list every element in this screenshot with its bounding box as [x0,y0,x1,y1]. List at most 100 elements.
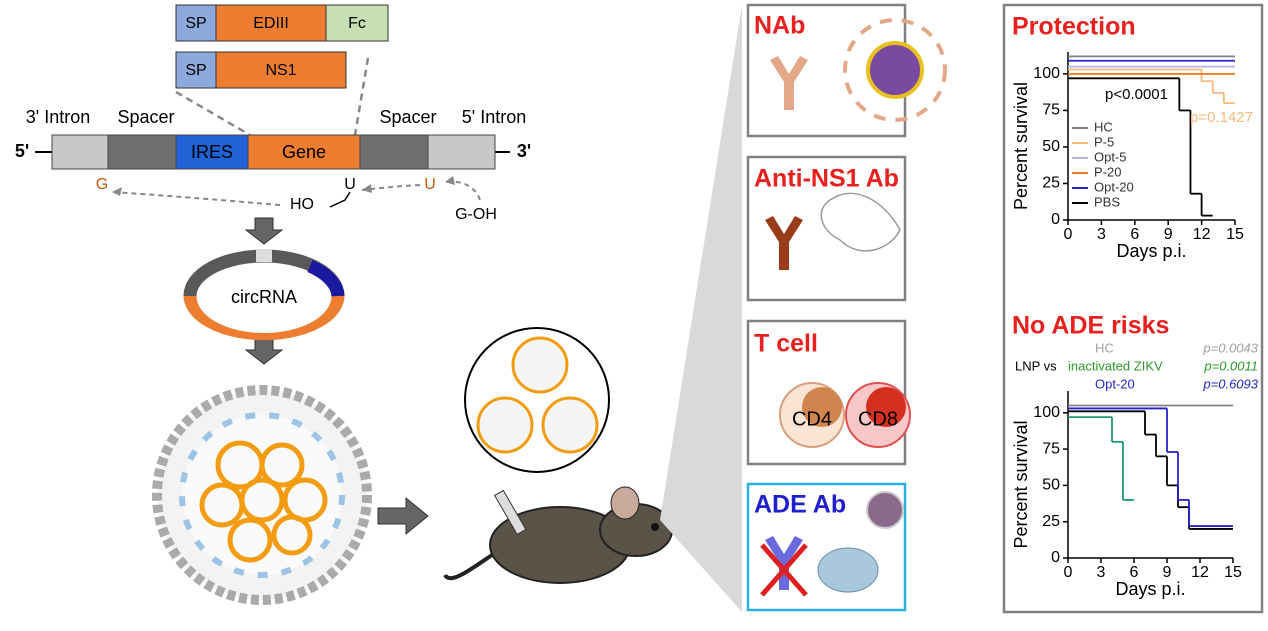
ediii-box [215,4,327,42]
legend-label: P-5 [1094,134,1114,149]
segment-label: SP [185,15,206,32]
legend-label: PBS [1094,194,1120,209]
y-tick-label: 75 [1042,440,1060,457]
chart-title: No ADE risks [1012,312,1169,340]
legend-label: P-20 [1094,164,1121,179]
arrowhead [362,184,372,193]
y-tick-label: 50 [1042,477,1060,494]
x-tick-label: 6 [1130,564,1139,581]
x-tick-label: 9 [1163,564,1172,581]
attack-arrow [111,191,281,206]
reference-label: LNP vs [1015,358,1057,373]
y-tick-label: 50 [1042,138,1060,155]
gene [247,134,361,170]
x-axis-label: Days p.i. [1115,579,1185,599]
panel-title: NAb [754,12,805,40]
circ-label: circRNA [231,287,297,307]
neutralized-virus [843,18,947,122]
arrowhead [445,176,455,185]
end-label: 3' [517,141,531,161]
comparison-p: p=0.6093 [1202,376,1258,391]
right-arrow [377,496,429,536]
intron [51,134,109,170]
y-tick-label: 0 [1051,211,1060,228]
y-tick-label: 100 [1033,404,1060,421]
down-arrow [244,337,284,365]
comparison-name: Opt-20 [1095,376,1135,391]
x-tick-label: 6 [1130,226,1139,243]
ns1-box [215,51,347,89]
chart-frame [1002,3,1264,614]
antibody [765,536,803,590]
sp-box [175,4,217,42]
x-tick-label: 0 [1064,564,1073,581]
ns1-protein [820,192,901,252]
zoom-wedge [660,5,742,612]
virus [866,491,904,529]
dash [353,57,370,136]
macrophage [817,547,879,593]
mouse [443,486,673,584]
y-tick-label: 25 [1042,513,1060,530]
x-tick-label: 15 [1224,564,1242,581]
antibody [770,56,808,110]
attack-arrow [361,184,421,191]
spacer [359,134,429,170]
element-label: 3' Intron [26,107,90,127]
y-axis-label: Percent survival [1011,82,1031,210]
eye [651,523,659,531]
panel-title: ADE Ab [754,491,846,519]
chart-title: Protection [1012,13,1136,41]
x-tick-label: 3 [1097,564,1106,581]
spacer [107,134,177,170]
bond [329,191,351,208]
x-axis-label: Days p.i. [1116,241,1186,261]
ear [610,486,640,520]
x-tick-label: 12 [1191,564,1209,581]
segment-label: Fc [348,15,366,32]
cassette: IRES Gene 5' 3' 3' Intron Spacer Spacer … [15,107,531,170]
circrna: circRNA [183,249,345,341]
panels: NAb Anti-NS1 Ab T cell ADE Ab CD4 CD8 [746,3,947,612]
particles [464,327,610,473]
comparison-name: HC [1095,340,1114,355]
cell-label: CD4 [792,408,832,430]
cd4-nucleus [802,387,842,427]
rna-rings [199,440,328,563]
y-tick-label: 75 [1042,102,1060,119]
y-axis-label: Percent survival [1011,420,1031,548]
hydroxyl: HO [290,196,314,213]
y-tick-label: 100 [1033,65,1060,82]
down-arrow [244,217,284,245]
y-tick-label: 25 [1042,175,1060,192]
arrowhead [112,187,122,196]
nucleotide: U [344,176,356,193]
comparison-p: p=0.0043 [1202,340,1258,355]
panel-title: Anti-NS1 Ab [754,165,899,193]
p-value: p<0.0001 [1105,86,1168,103]
comparison-name: inactivated ZIKV [1068,358,1163,373]
ring-ires [307,260,345,297]
cell-label: CD8 [858,408,898,430]
x-tick-label: 12 [1193,226,1211,243]
y-tick-label: 0 [1051,549,1060,566]
end-label: 5' [15,141,29,161]
syringe [493,489,527,536]
comparison-p: p=0.0011 [1203,358,1258,373]
fc-box [325,4,389,42]
guanosine: G-OH [455,206,497,223]
lnp [152,385,372,605]
segment-label: EDIII [253,15,289,32]
tail [443,553,494,581]
constructs: SP EDIII Fc SP NS1 [175,4,389,137]
nucleotide: G [96,176,108,193]
virus [866,41,924,99]
element-label: 5' Intron [462,107,526,127]
element-label: Spacer [117,107,174,127]
segment-label: SP [185,62,206,79]
region-label: IRES [191,142,233,162]
segment-label: NS1 [265,62,296,79]
intron [427,134,496,170]
x-tick-label: 9 [1164,226,1173,243]
